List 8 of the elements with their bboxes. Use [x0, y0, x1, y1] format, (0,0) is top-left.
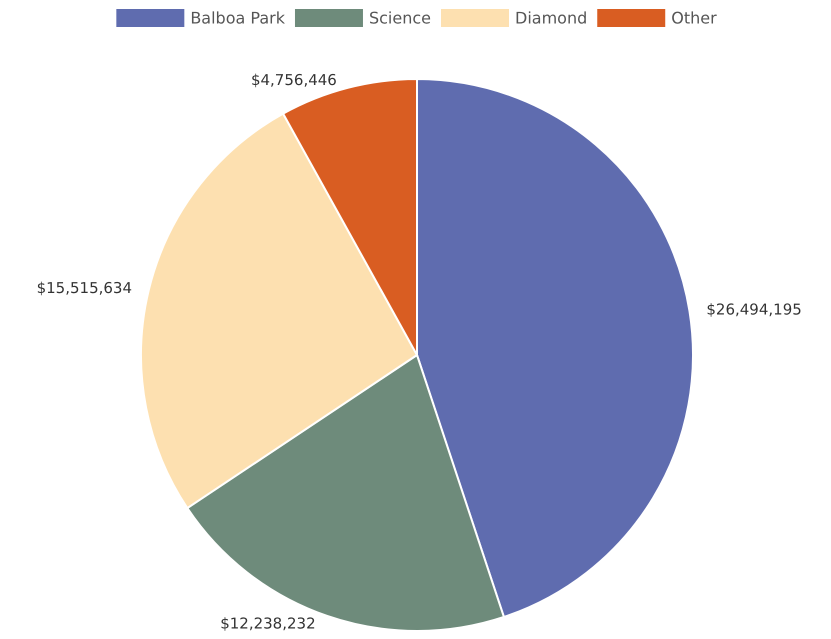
legend-label: Other	[671, 8, 718, 28]
legend-label: Science	[368, 8, 432, 28]
legend-label: Diamond	[514, 8, 588, 28]
data-label: $12,238,232	[220, 614, 316, 633]
legend-label: Balboa Park	[190, 8, 286, 28]
data-label: $26,494,195	[706, 300, 802, 319]
data-label: $4,756,446	[250, 71, 337, 90]
data-label: $15,515,634	[36, 278, 132, 297]
